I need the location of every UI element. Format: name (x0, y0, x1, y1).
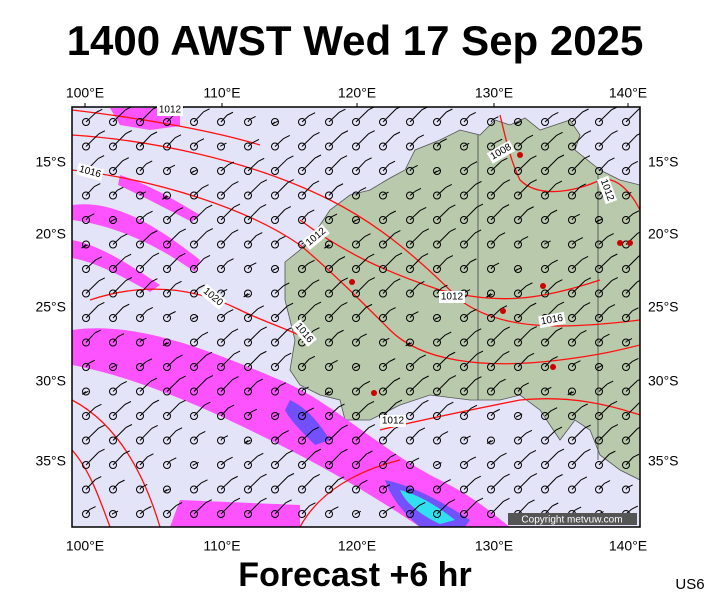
lon-label: 120°E (338, 85, 376, 101)
lat-label: 15°S (648, 154, 679, 170)
lat-label: 25°S (648, 299, 679, 315)
lat-label: 35°S (648, 453, 679, 469)
lon-label: 130°E (475, 538, 513, 554)
chart-code: US6 (675, 576, 704, 593)
isobar-label: 1012 (382, 416, 405, 427)
lat-label: 20°S (35, 226, 66, 242)
lon-label: 100°E (66, 538, 104, 554)
lat-label: 30°S (648, 373, 679, 389)
barb-staff (302, 390, 303, 391)
title: 1400 AWST Wed 17 Sep 2025 (67, 17, 644, 64)
lon-label: 110°E (203, 538, 240, 554)
lat-label: 20°S (648, 226, 679, 242)
barb-staff (464, 439, 465, 441)
lon-label: 130°E (475, 85, 513, 101)
isobar-label: 1012 (441, 292, 464, 303)
caption: Forecast +6 hr (238, 556, 471, 594)
lat-label: 30°S (35, 373, 66, 389)
copyright: Copyright metvuw.com (521, 515, 622, 526)
lat-label: 35°S (35, 453, 66, 469)
barb-staff (626, 488, 627, 490)
lat-label: 15°S (35, 154, 66, 170)
lon-label: 120°E (338, 538, 376, 554)
lon-label: 100°E (66, 85, 104, 101)
isobar-label: 1012 (159, 105, 182, 116)
lon-label: 110°E (203, 85, 240, 101)
lon-label: 140°E (609, 538, 647, 554)
lat-label: 25°S (35, 299, 66, 315)
lon-label: 140°E (609, 85, 647, 101)
